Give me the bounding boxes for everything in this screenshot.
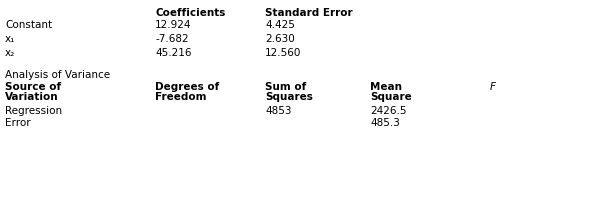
Text: x₂: x₂ bbox=[5, 48, 15, 58]
Text: Freedom: Freedom bbox=[155, 92, 206, 102]
Text: Source of: Source of bbox=[5, 82, 61, 92]
Text: Variation: Variation bbox=[5, 92, 59, 102]
Text: -7.682: -7.682 bbox=[155, 34, 188, 44]
Text: F: F bbox=[490, 82, 496, 92]
Text: Analysis of Variance: Analysis of Variance bbox=[5, 70, 110, 80]
Text: 2.630: 2.630 bbox=[265, 34, 295, 44]
Text: Sum of: Sum of bbox=[265, 82, 306, 92]
Text: x₁: x₁ bbox=[5, 34, 16, 44]
Text: Degrees of: Degrees of bbox=[155, 82, 219, 92]
Text: Regression: Regression bbox=[5, 106, 62, 116]
Text: Standard Error: Standard Error bbox=[265, 8, 353, 18]
Text: 2426.5: 2426.5 bbox=[370, 106, 407, 116]
Text: 4.425: 4.425 bbox=[265, 20, 295, 30]
Text: Error: Error bbox=[5, 118, 31, 128]
Text: 4853: 4853 bbox=[265, 106, 292, 116]
Text: Mean: Mean bbox=[370, 82, 402, 92]
Text: 45.216: 45.216 bbox=[155, 48, 191, 58]
Text: 485.3: 485.3 bbox=[370, 118, 400, 128]
Text: Square: Square bbox=[370, 92, 412, 102]
Text: 12.560: 12.560 bbox=[265, 48, 301, 58]
Text: Squares: Squares bbox=[265, 92, 313, 102]
Text: Coefficients: Coefficients bbox=[155, 8, 226, 18]
Text: 12.924: 12.924 bbox=[155, 20, 191, 30]
Text: Constant: Constant bbox=[5, 20, 52, 30]
